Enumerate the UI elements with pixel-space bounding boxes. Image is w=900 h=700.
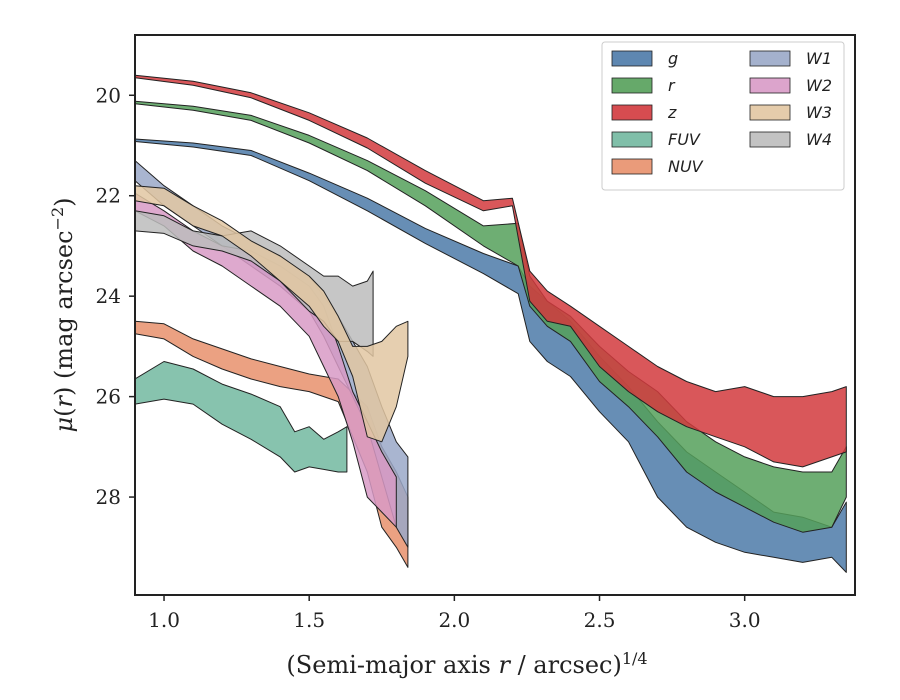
- legend-label: W3: [806, 103, 832, 122]
- x-tick-label: 3.0: [729, 608, 761, 632]
- y-axis-label-close: ) (mag arcsec: [50, 230, 78, 396]
- legend-items: grz FUV NUV W1 W2 W3 W4: [611, 49, 832, 176]
- legend-entry-w1: W1: [749, 49, 832, 68]
- legend-swatch: [611, 77, 653, 94]
- y-axis-label-var: r: [50, 395, 78, 408]
- legend-entry-w3: W3: [749, 103, 832, 122]
- legend-label: FUV: [668, 130, 701, 149]
- legend-entry-r: r: [611, 76, 676, 95]
- legend-swatch: [611, 158, 653, 175]
- y-tick-label: 28: [96, 485, 121, 509]
- x-axis-label-var: r: [498, 651, 511, 679]
- x-tick-label: 1.5: [293, 608, 325, 632]
- legend-label: g: [668, 49, 678, 68]
- legend-label: r: [668, 76, 676, 95]
- legend-entry-nuv: NUV: [611, 157, 704, 176]
- y-axis-label-open: (: [50, 408, 78, 417]
- x-tick-label: 2.0: [438, 608, 470, 632]
- legend-label: W1: [806, 49, 832, 68]
- x-axis-label-prefix: (Semi-major axis: [286, 651, 498, 679]
- legend-entry-w4: W4: [749, 130, 832, 149]
- legend-entry-z: z: [611, 103, 677, 122]
- legend-label: W4: [806, 130, 832, 149]
- legend-swatch: [611, 50, 653, 67]
- legend-label: NUV: [668, 157, 704, 176]
- y-tick-label: 26: [96, 385, 121, 409]
- y-axis-label: μ(r) (mag arcsec−2): [48, 197, 79, 432]
- legend-entry-fuv: FUV: [611, 130, 701, 149]
- plot-frame: [134, 34, 856, 596]
- legend-swatch: [611, 104, 653, 121]
- legend-label: z: [667, 103, 677, 122]
- ticks-layer: 1.0 1.5 2.0 2.5 3.0 20 22 24 26 28: [96, 83, 761, 632]
- legend: grz FUV NUV W1 W2 W3 W4: [601, 41, 845, 191]
- x-tick-label: 1.0: [148, 608, 180, 632]
- legend-swatch: [749, 50, 791, 67]
- series-layer: [135, 74, 847, 573]
- band-z: [135, 74, 847, 468]
- band-fuv: [135, 361, 348, 473]
- legend-entry-w2: W2: [749, 76, 832, 95]
- x-axis-label: (Semi-major axis r / arcsec)1/4: [286, 649, 647, 680]
- legend-swatch: [749, 77, 791, 94]
- y-axis-label-exponent: −2: [48, 207, 67, 231]
- y-axis-label-mu: μ: [50, 417, 78, 433]
- legend-swatch: [611, 131, 653, 148]
- x-axis-label-exponent: 1/4: [622, 649, 648, 668]
- y-tick-label: 20: [96, 83, 121, 107]
- y-tick-label: 24: [96, 284, 121, 308]
- legend-entry-g: g: [611, 49, 678, 68]
- legend-swatch: [749, 104, 791, 121]
- legend-swatch: [749, 131, 791, 148]
- y-tick-label: 22: [96, 184, 121, 208]
- x-axis-label-suffix: / arcsec): [510, 651, 622, 679]
- y-axis-label-end: ): [50, 197, 78, 206]
- legend-label: W2: [806, 76, 832, 95]
- x-tick-label: 2.5: [584, 608, 616, 632]
- band-w3: [135, 185, 409, 443]
